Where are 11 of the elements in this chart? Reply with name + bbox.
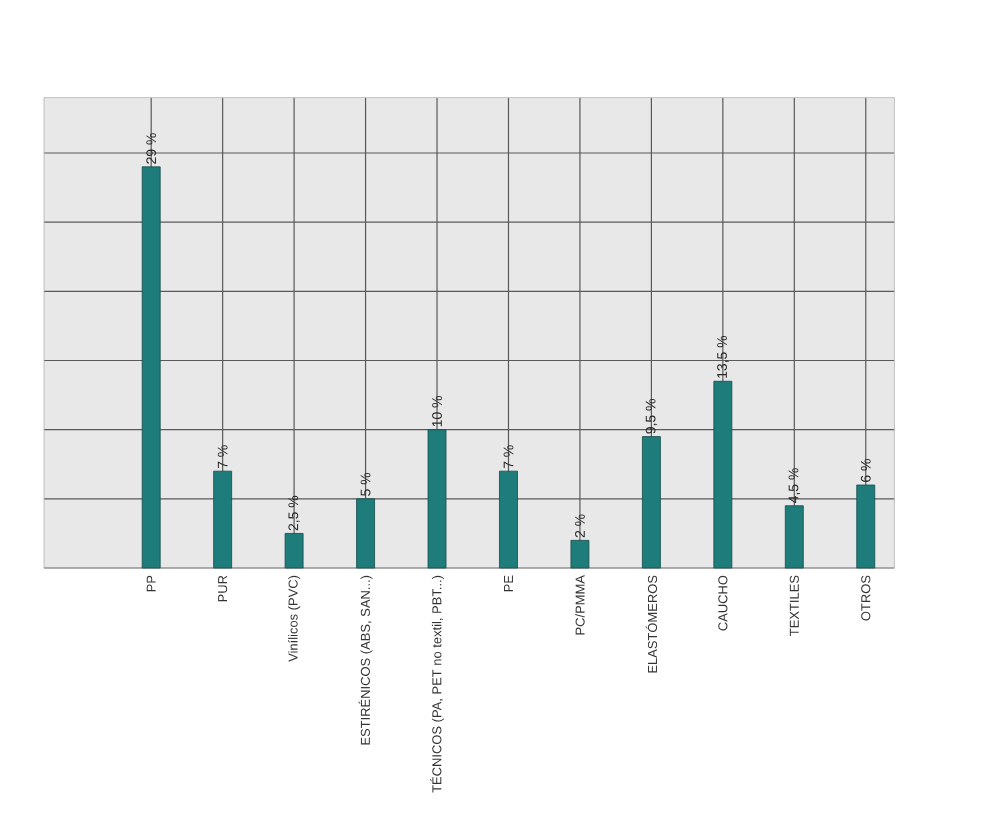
bar: [856, 484, 876, 569]
bar: [570, 539, 590, 569]
bar: [141, 166, 161, 569]
bar: [499, 470, 518, 569]
bar: [641, 436, 661, 569]
bar: [713, 380, 733, 569]
bar: [427, 429, 447, 569]
bar: [213, 470, 233, 569]
bar: [356, 498, 375, 569]
bar: [784, 505, 804, 569]
bar: [284, 533, 304, 569]
